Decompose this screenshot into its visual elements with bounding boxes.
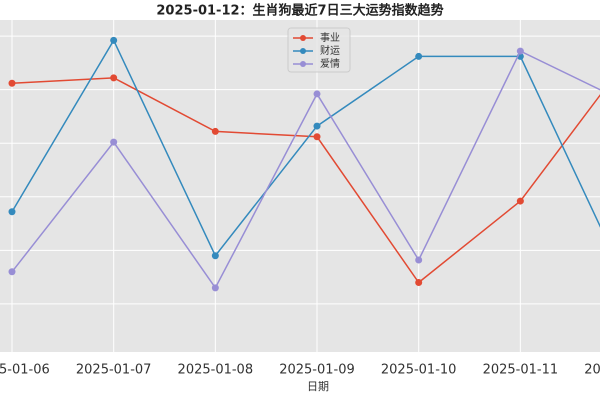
data-point — [110, 74, 118, 82]
data-point — [211, 252, 219, 260]
data-point — [313, 122, 321, 130]
chart-title: 2025-01-12：生肖狗最近7日三大运势指数趋势 — [156, 3, 443, 19]
data-point — [415, 256, 423, 264]
data-point — [313, 90, 321, 98]
legend-label: 财运 — [320, 44, 340, 57]
x-tick-label: 2025-01-06 — [0, 363, 50, 378]
legend-marker — [300, 35, 306, 41]
legend-label: 事业 — [320, 31, 340, 44]
plot-background — [0, 20, 600, 352]
data-point — [415, 279, 423, 286]
data-point — [8, 79, 16, 87]
x-tick-label: 2025-01-11 — [483, 363, 559, 378]
legend-marker — [300, 61, 306, 67]
x-tick-label: 2025-01-12 — [584, 363, 600, 378]
data-point — [313, 133, 321, 141]
x-tick-label: 2025-01-10 — [381, 363, 457, 378]
data-point — [211, 127, 219, 135]
legend-box — [287, 27, 351, 73]
data-point — [8, 268, 16, 276]
x-tick-label: 2025-01-09 — [279, 363, 355, 378]
data-point — [211, 284, 219, 292]
data-point — [516, 47, 524, 55]
legend-label: 爱情 — [320, 57, 340, 70]
data-point — [110, 138, 118, 146]
data-point — [110, 36, 118, 44]
legend-marker — [300, 48, 306, 54]
x-tick-label: 2025-01-08 — [178, 363, 254, 378]
data-point — [516, 197, 524, 205]
data-point — [8, 208, 16, 216]
x-axis-label: 日期 — [307, 380, 329, 393]
x-tick-label: 2025-01-07 — [76, 363, 152, 378]
data-point — [415, 52, 423, 60]
